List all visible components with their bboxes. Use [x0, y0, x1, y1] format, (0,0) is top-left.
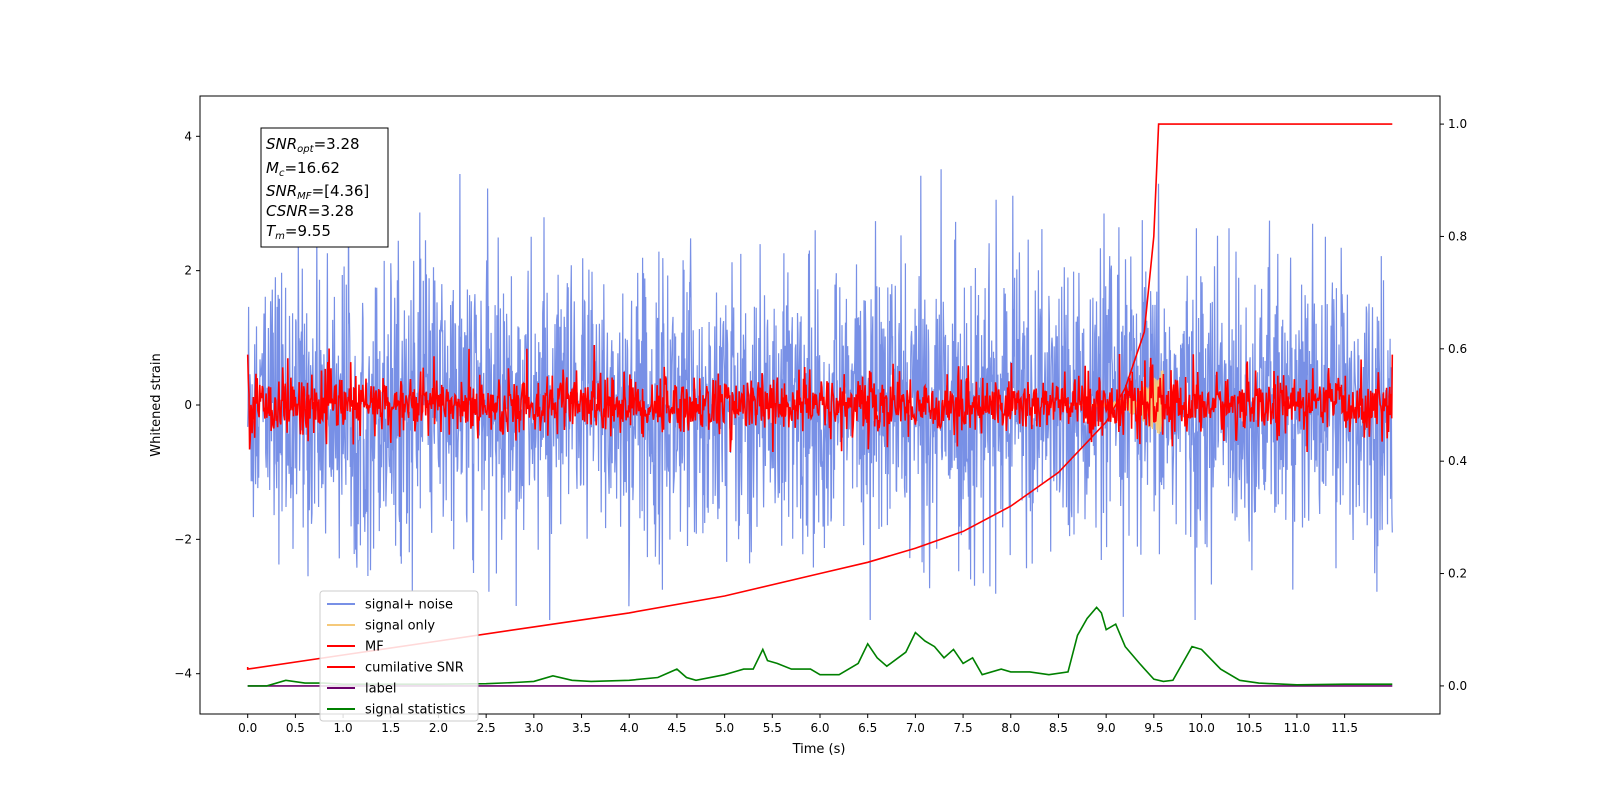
x-tick-label: 0.0	[238, 721, 257, 735]
x-tick-label: 3.0	[524, 721, 543, 735]
legend: signal+ noise signal only MF cumilative SNR…	[319, 590, 479, 722]
x-tick-label: 6.0	[810, 721, 829, 735]
x-tick-label: 4.0	[620, 721, 639, 735]
y2-tick-label: 0.8	[1448, 229, 1467, 243]
x-tick-label: 9.0	[1097, 721, 1116, 735]
x-tick-label: 7.5	[954, 721, 973, 735]
annotation-box: SNRopt=3.28 Mc=16.62 SNRMF=[4.36] CSNR=3…	[260, 127, 389, 248]
y2-tick-label: 0.6	[1448, 342, 1467, 356]
series-line-mf	[246, 344, 1394, 453]
x-axis-label: Time (s)	[792, 742, 846, 757]
x-tick-label: 11.0	[1284, 721, 1311, 735]
x-tick-label: 2.0	[429, 721, 448, 735]
legend-label: label	[365, 682, 396, 697]
x-tick-label: 8.0	[1001, 721, 1020, 735]
annotation-tm: Tm=9.55	[266, 222, 331, 242]
x-tick-label: 6.5	[858, 721, 877, 735]
y-tick-label: 0	[184, 398, 192, 412]
x-tick-label: 5.5	[763, 721, 782, 735]
y2-tick-label: 0.2	[1448, 567, 1467, 581]
x-tick-label: 10.5	[1236, 721, 1263, 735]
legend-label: MF	[365, 640, 384, 655]
annotation-snr-mf: SNRMF=[4.36]	[266, 182, 369, 202]
x-tick-label: 5.0	[715, 721, 734, 735]
legend-label: cumilative SNR	[365, 661, 464, 676]
legend-frame	[319, 590, 479, 722]
legend-label: signal+ noise	[365, 598, 453, 613]
y-tick-label: −4	[174, 667, 192, 681]
legend-label: signal only	[365, 619, 435, 634]
x-tick-label: 2.5	[477, 721, 496, 735]
x-axis: 0.0 0.5 1.0 1.5 2.0 2.5 3.0 3.5 4.0 4.5 5.0 5.5 6.0 6…	[238, 714, 1358, 735]
y-axis-right: 1.0 0.8 0.6 0.4 0.2 0.0	[1440, 117, 1467, 693]
annotation-frame	[260, 127, 389, 248]
x-tick-label: 10.0	[1188, 721, 1215, 735]
annotation-csnr: CSNR=3.28	[266, 202, 354, 220]
series-line-signal-statistics	[247, 606, 1393, 687]
y2-tick-label: 1.0	[1448, 117, 1467, 131]
y-axis-label: Whitened strain	[149, 353, 164, 456]
x-tick-label: 9.5	[1144, 721, 1163, 735]
x-tick-label: 1.0	[334, 721, 353, 735]
x-tick-label: 1.5	[381, 721, 400, 735]
y2-tick-label: 0.4	[1448, 454, 1467, 468]
y-tick-label: −2	[174, 532, 192, 546]
y-tick-label: 4	[184, 129, 192, 143]
x-tick-label: 0.5	[286, 721, 305, 735]
x-tick-label: 4.5	[667, 721, 686, 735]
x-tick-label: 11.5	[1331, 721, 1358, 735]
annotation-snr-opt: SNRopt=3.28	[266, 135, 360, 155]
y-axis-left: 4 2 0 −2 −4	[174, 129, 200, 681]
y2-tick-label: 0.0	[1448, 679, 1467, 693]
x-tick-label: 7.0	[906, 721, 925, 735]
y-tick-label: 2	[184, 264, 192, 278]
annotation-mc: Mc=16.62	[266, 159, 340, 179]
x-tick-label: 3.5	[572, 721, 591, 735]
x-tick-label: 8.5	[1049, 721, 1068, 735]
legend-label: signal statistics	[365, 703, 466, 718]
